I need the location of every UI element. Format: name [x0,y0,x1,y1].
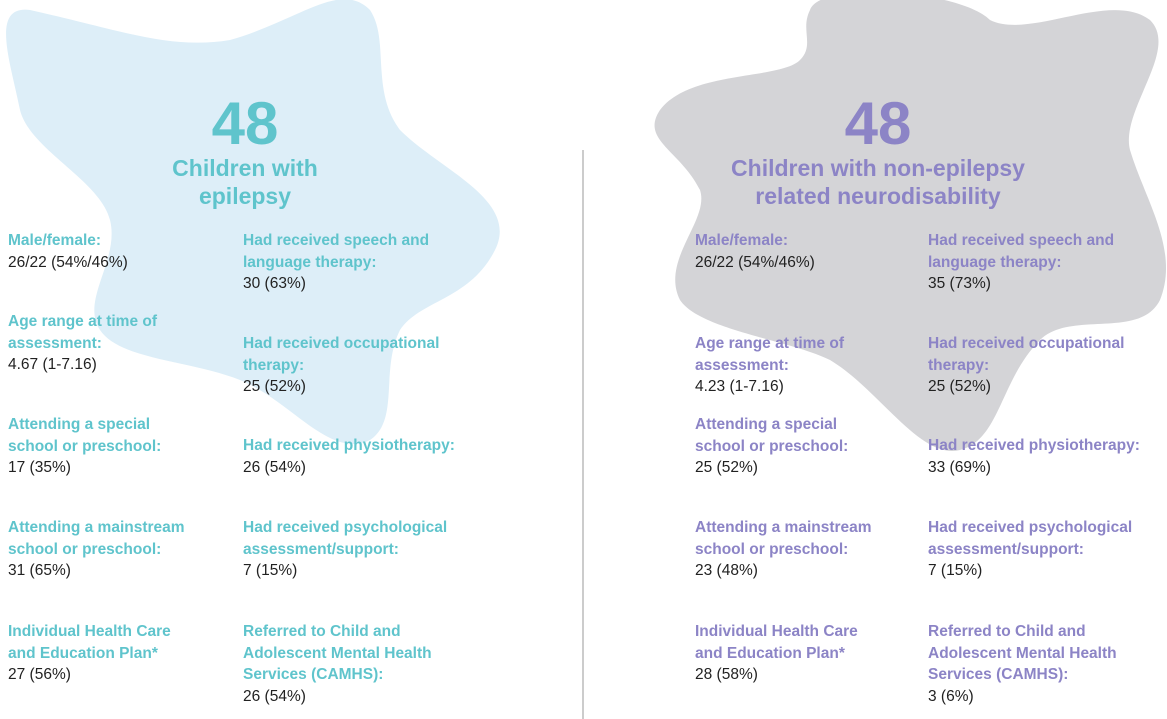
stat-label: Had received physiotherapy: [928,437,1140,455]
stat-label: language therapy: [928,253,1062,271]
stat-label: Attending a special [8,416,151,434]
stat-label: assessment: [8,334,102,352]
stat-label: school or preschool: [8,437,162,455]
stat-label: Age range at time of [695,335,844,353]
stat-label: Had received psychological [243,519,448,537]
stat-value: 26/22 (54%/46%) [8,253,128,271]
stat-label: Had received physiotherapy: [243,437,455,455]
stat-label: Adolescent Mental Health [243,644,432,662]
stat-value: 28 (58%) [695,666,758,684]
stat-value: 31 (65%) [8,562,71,580]
stat-label: Age range at time of [8,313,157,331]
stat-label: assessment: [695,356,789,374]
stat-value: 7 (15%) [243,562,298,580]
stat-label: Male/female: [695,232,789,250]
stat-value: 26/22 (54%/46%) [695,253,815,271]
stat-label: therapy: [928,356,990,374]
stat-label: and Education Plan* [695,644,845,662]
stat-label: Had received speech and [243,232,430,250]
stat-label: Attending a mainstream [8,519,185,537]
stat-value: 25 (52%) [695,459,758,477]
star-shape [6,0,500,445]
big-number: 48 [844,90,912,157]
stat-label: assessment/support: [928,540,1084,558]
stat-label: Had received occupational [928,335,1125,353]
stat-value: 25 (52%) [928,378,991,396]
star-shape [654,0,1166,451]
stat-value: 17 (35%) [8,459,71,477]
stat-value: 3 (6%) [928,687,974,705]
stat-value: 35 (73%) [928,275,991,293]
stat-value: 23 (48%) [695,562,758,580]
panel-title: epilepsy [198,183,292,209]
stat-label: therapy: [243,356,305,374]
stat-label: school or preschool: [8,540,162,558]
stat-value: 26 (54%) [243,458,306,476]
stat-label: Had received psychological [928,519,1133,537]
stat-label: Referred to Child and [928,623,1086,641]
stat-value: 7 (15%) [928,562,983,580]
stat-value: 25 (52%) [243,378,306,396]
stat-value: 30 (63%) [243,275,306,293]
stat-label: Individual Health Care [695,623,858,641]
stat-value: 4.67 (1-7.16) [8,356,97,374]
stat-label: Had received occupational [243,335,440,353]
stat-label: language therapy: [243,253,377,271]
panel-title: Children with [172,155,318,181]
stat-label: assessment/support: [243,540,399,558]
stat-label: Individual Health Care [8,623,171,641]
big-number: 48 [211,90,279,157]
stat-label: Referred to Child and [243,623,401,641]
panel-title: related neurodisability [755,183,1001,209]
stat-label: Services (CAMHS): [928,666,1069,684]
stat-label: and Education Plan* [8,644,158,662]
stat-label: Attending a special [695,416,838,434]
stat-label: school or preschool: [695,540,849,558]
stat-value: 26 (54%) [243,687,306,705]
stat-value: 33 (69%) [928,458,991,476]
stat-value: 27 (56%) [8,666,71,684]
stat-label: Services (CAMHS): [243,666,384,684]
stat-label: school or preschool: [695,437,849,455]
stat-label: Attending a mainstream [695,519,872,537]
stat-label: Male/female: [8,232,102,250]
stat-label: Had received speech and [928,232,1115,250]
stat-label: Adolescent Mental Health [928,644,1117,662]
stat-value: 4.23 (1-7.16) [695,378,784,396]
panel-title: Children with non-epilepsy [731,155,1025,181]
